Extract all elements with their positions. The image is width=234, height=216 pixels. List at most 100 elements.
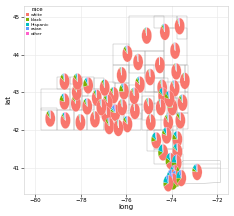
Wedge shape bbox=[108, 118, 109, 126]
Wedge shape bbox=[137, 77, 140, 85]
Wedge shape bbox=[139, 76, 140, 85]
Wedge shape bbox=[133, 103, 135, 111]
Wedge shape bbox=[94, 111, 95, 119]
Wedge shape bbox=[105, 106, 106, 115]
Wedge shape bbox=[192, 168, 197, 172]
Wedge shape bbox=[143, 98, 154, 114]
Wedge shape bbox=[166, 114, 168, 122]
Wedge shape bbox=[179, 170, 181, 178]
Legend: white, black, Hispanic, asian, other: white, black, Hispanic, asian, other bbox=[25, 6, 50, 37]
Wedge shape bbox=[160, 80, 162, 88]
Wedge shape bbox=[121, 67, 122, 75]
Wedge shape bbox=[148, 98, 149, 106]
Wedge shape bbox=[134, 103, 135, 111]
Wedge shape bbox=[126, 116, 127, 124]
Wedge shape bbox=[146, 27, 147, 36]
Wedge shape bbox=[178, 18, 180, 26]
Wedge shape bbox=[122, 83, 124, 91]
Wedge shape bbox=[152, 132, 156, 140]
Wedge shape bbox=[85, 98, 87, 106]
Wedge shape bbox=[184, 73, 185, 81]
Wedge shape bbox=[166, 153, 171, 161]
Wedge shape bbox=[161, 79, 162, 88]
Wedge shape bbox=[168, 178, 172, 186]
Wedge shape bbox=[117, 120, 118, 128]
Wedge shape bbox=[175, 112, 185, 129]
Wedge shape bbox=[131, 88, 134, 96]
Wedge shape bbox=[173, 80, 175, 88]
Wedge shape bbox=[62, 113, 66, 121]
Wedge shape bbox=[179, 112, 180, 121]
Wedge shape bbox=[172, 162, 177, 170]
Wedge shape bbox=[175, 165, 178, 173]
Wedge shape bbox=[172, 81, 175, 88]
Wedge shape bbox=[155, 57, 165, 73]
Wedge shape bbox=[163, 182, 168, 187]
Wedge shape bbox=[165, 115, 168, 122]
Wedge shape bbox=[162, 88, 163, 96]
Wedge shape bbox=[176, 155, 177, 163]
X-axis label: long: long bbox=[119, 205, 134, 210]
Wedge shape bbox=[76, 84, 77, 92]
Wedge shape bbox=[173, 146, 177, 152]
Wedge shape bbox=[126, 46, 127, 54]
Wedge shape bbox=[145, 69, 155, 85]
Wedge shape bbox=[99, 99, 101, 107]
Wedge shape bbox=[104, 95, 108, 103]
Wedge shape bbox=[168, 91, 169, 99]
Wedge shape bbox=[196, 164, 197, 172]
Wedge shape bbox=[101, 106, 111, 123]
Wedge shape bbox=[137, 54, 138, 62]
Wedge shape bbox=[120, 67, 122, 75]
Wedge shape bbox=[164, 175, 173, 192]
Wedge shape bbox=[169, 153, 171, 161]
Wedge shape bbox=[150, 114, 151, 122]
Wedge shape bbox=[121, 99, 122, 107]
Wedge shape bbox=[172, 80, 175, 88]
Wedge shape bbox=[165, 91, 174, 107]
Wedge shape bbox=[121, 84, 124, 91]
Wedge shape bbox=[174, 144, 177, 152]
Wedge shape bbox=[123, 83, 124, 91]
Wedge shape bbox=[172, 134, 177, 140]
Wedge shape bbox=[169, 173, 173, 181]
Wedge shape bbox=[96, 90, 97, 98]
Wedge shape bbox=[170, 80, 180, 97]
Wedge shape bbox=[112, 105, 115, 113]
Wedge shape bbox=[117, 99, 127, 116]
Wedge shape bbox=[172, 173, 173, 181]
Wedge shape bbox=[149, 114, 151, 122]
Wedge shape bbox=[85, 78, 88, 85]
Wedge shape bbox=[103, 79, 105, 88]
Wedge shape bbox=[178, 18, 180, 26]
Wedge shape bbox=[117, 67, 127, 84]
Wedge shape bbox=[96, 90, 97, 98]
Wedge shape bbox=[172, 169, 177, 186]
Wedge shape bbox=[169, 181, 177, 190]
Wedge shape bbox=[113, 87, 114, 95]
Wedge shape bbox=[166, 127, 167, 135]
Wedge shape bbox=[125, 46, 127, 54]
Wedge shape bbox=[75, 114, 85, 131]
Wedge shape bbox=[130, 103, 140, 119]
Wedge shape bbox=[162, 24, 165, 32]
Wedge shape bbox=[171, 99, 172, 107]
Wedge shape bbox=[117, 120, 118, 128]
Wedge shape bbox=[129, 88, 139, 104]
Wedge shape bbox=[176, 131, 177, 139]
Wedge shape bbox=[168, 176, 173, 186]
Wedge shape bbox=[60, 95, 65, 102]
Wedge shape bbox=[113, 120, 123, 136]
Wedge shape bbox=[92, 90, 102, 106]
Wedge shape bbox=[151, 137, 156, 142]
Wedge shape bbox=[176, 171, 181, 178]
Wedge shape bbox=[71, 95, 81, 112]
Wedge shape bbox=[86, 98, 87, 106]
Wedge shape bbox=[158, 88, 168, 104]
Wedge shape bbox=[60, 112, 70, 129]
Wedge shape bbox=[149, 69, 150, 77]
Wedge shape bbox=[176, 178, 181, 183]
Wedge shape bbox=[174, 80, 175, 88]
Wedge shape bbox=[111, 107, 115, 113]
Wedge shape bbox=[79, 114, 80, 122]
